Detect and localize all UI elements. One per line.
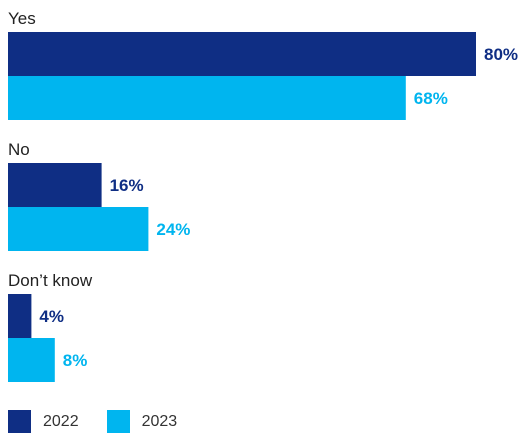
data-label-2023: 24% [156,220,190,239]
data-label-2022: 16% [110,176,144,195]
bar-2022 [8,163,102,207]
legend-label-2023: 2023 [141,412,178,430]
data-label-2022: 4% [39,307,64,326]
category-label: Yes [8,9,36,28]
legend-item-2023: 2023 [106,410,178,433]
legend-item-2022: 2022 [8,410,79,433]
data-label-2023: 68% [414,89,448,108]
bar-2022 [8,32,476,76]
legend: 2022 2023 [8,410,205,433]
legend-label-2022: 2022 [43,412,79,430]
bar-2022 [8,294,32,338]
bar-2023 [8,338,55,382]
bar-2023 [8,207,149,251]
category-label: Don’t know [8,271,93,290]
data-label-2022: 80% [484,45,518,64]
legend-swatch-2023 [106,410,130,433]
data-label-2023: 8% [63,351,88,370]
legend-swatch-2022 [8,410,31,433]
bar-2023 [8,76,406,120]
category-label: No [8,140,30,159]
